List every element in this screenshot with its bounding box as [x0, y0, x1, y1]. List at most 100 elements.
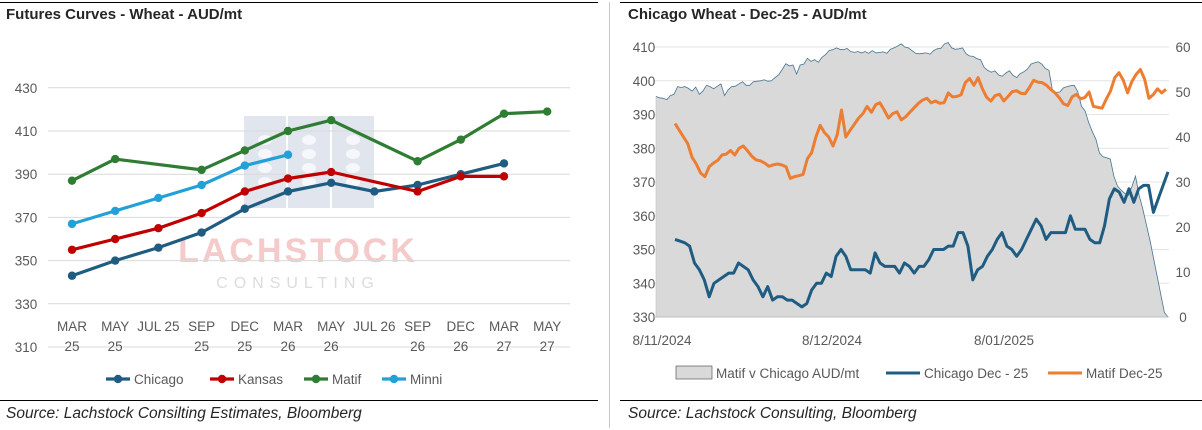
legend-label: Chicago [134, 372, 184, 387]
legend-label: Matif Dec-25 [1086, 366, 1163, 381]
x-tick-label: 26 [280, 339, 295, 354]
title-rule [0, 2, 598, 3]
wheat-grain-icon [302, 163, 316, 173]
data-point [67, 176, 77, 185]
wheat-grain-icon [302, 177, 316, 187]
x-tick-label: MAR [57, 319, 87, 334]
x-tick-label: 25 [64, 339, 79, 354]
data-point [154, 224, 163, 233]
data-point [370, 187, 379, 196]
watermark-text: LACHSTOCK [178, 232, 418, 270]
panel-divider [609, 2, 610, 428]
data-point [240, 146, 249, 155]
x-tick-label: MAR [273, 319, 303, 334]
x-tick-label: 27 [540, 339, 555, 354]
x-tick-label: 26 [324, 339, 339, 354]
y-tick-label: 410 [15, 124, 38, 139]
chicago-wheat-panel: Chicago Wheat - Dec-25 - AUD/mt 330 340 35… [620, 0, 1202, 430]
data-point [197, 208, 206, 218]
y-tick-label: 370 [15, 210, 38, 225]
y-tick-label: 310 [15, 340, 38, 355]
chart-title: Chicago Wheat - Dec-25 - AUD/mt [628, 6, 867, 23]
left-y-tick-label: 410 [633, 40, 656, 55]
series-line-kansas [70, 170, 506, 252]
data-point [67, 271, 77, 280]
wheat-grain-icon [302, 149, 316, 159]
legend-swatch [675, 365, 713, 380]
legend-label: Kansas [238, 372, 283, 387]
data-point [499, 159, 509, 168]
left-y-tick-label: 360 [633, 209, 656, 224]
data-point [67, 245, 77, 254]
data-point [327, 178, 336, 188]
x-tick-label: 25 [108, 339, 123, 354]
x-tick-label: DEC [447, 319, 476, 334]
right-y-tick-label: 30 [1175, 175, 1190, 190]
data-point [154, 193, 163, 203]
x-tick-label: SEP [188, 319, 215, 334]
left-y-tick-label: 340 [633, 276, 656, 291]
data-point [499, 172, 509, 181]
title-rule [620, 2, 1202, 3]
y-tick-label: 390 [15, 167, 38, 182]
right-y-tick-label: 0 [1179, 310, 1187, 325]
wheat-grain-icon [258, 163, 272, 173]
wheat-grain-icon [346, 177, 360, 187]
chicago-wheat-chart: 330 340 350 360 370 380 390 400 410 0 10 20 30 40 50 60… [632, 40, 1190, 381]
x-tick-label: 26 [410, 339, 425, 354]
x-tick-label: MAY [317, 319, 345, 334]
watermark-subtext: CONSULTING [216, 275, 380, 292]
x-tick-label: 26 [453, 339, 468, 354]
series-line-matif [70, 109, 549, 183]
data-point [456, 172, 465, 181]
right-y-tick-label: 10 [1175, 265, 1190, 280]
source-note: Source: Lachstock Consilting Estimates, … [6, 405, 362, 422]
series-line-minni [70, 153, 290, 226]
legend-marker [113, 374, 123, 384]
right-y-tick-label: 40 [1175, 130, 1190, 145]
data-point [197, 228, 206, 237]
source-note: Source: Lachstock Consulting, Bloomberg [628, 405, 917, 422]
x-tick-label: DEC [231, 319, 260, 334]
futures-curves-panel: Futures Curves - Wheat - AUD/mt LACHSTOC… [0, 0, 598, 430]
wheat-grain-icon [346, 149, 360, 159]
y-tick-label: 330 [15, 297, 38, 312]
data-point [111, 256, 120, 265]
series-line-chicago-dec-25 [674, 171, 1170, 309]
legend-marker [311, 374, 321, 384]
wheat-grain-icon [258, 149, 272, 159]
data-point [543, 107, 552, 116]
x-tick-label: 25 [237, 339, 252, 354]
x-tick-label: JUL 26 [353, 319, 395, 334]
legend-label: Minni [410, 372, 442, 387]
right-y-tick-label: 60 [1175, 40, 1190, 55]
legend-marker [217, 374, 227, 384]
data-point [283, 174, 293, 183]
right-y-tick-label: 20 [1175, 220, 1190, 235]
data-point [283, 126, 293, 136]
futures-curves-chart: LACHSTOCK CONSULTING 310 330 350 370 390 410 430… [15, 81, 570, 387]
y-tick-label: 430 [15, 81, 38, 96]
x-tick-label: MAR [489, 319, 519, 334]
data-point [283, 150, 293, 159]
wheat-grain-icon [302, 135, 316, 145]
left-y-tick-label: 380 [633, 141, 656, 156]
legend-label: Matif v Chicago AUD/mt [716, 366, 860, 381]
x-tick-label: 8/01/2025 [974, 333, 1034, 348]
legend-label: Chicago Dec - 25 [924, 366, 1028, 381]
legend-marker [389, 374, 399, 384]
x-tick-label: 8/12/2024 [802, 333, 863, 348]
chart-title: Futures Curves - Wheat - AUD/mt [6, 6, 243, 23]
data-point [154, 243, 163, 252]
data-point [499, 109, 509, 118]
data-point [413, 180, 422, 190]
data-point [456, 135, 465, 144]
left-y-tick-label: 330 [633, 310, 656, 325]
y-tick-label: 350 [15, 254, 38, 269]
source-rule [620, 400, 1202, 401]
data-point [197, 180, 206, 190]
wheat-grain-icon [346, 163, 360, 173]
data-point [413, 187, 422, 196]
x-tick-label: SEP [404, 319, 431, 334]
right-y-tick-label: 50 [1175, 85, 1190, 100]
